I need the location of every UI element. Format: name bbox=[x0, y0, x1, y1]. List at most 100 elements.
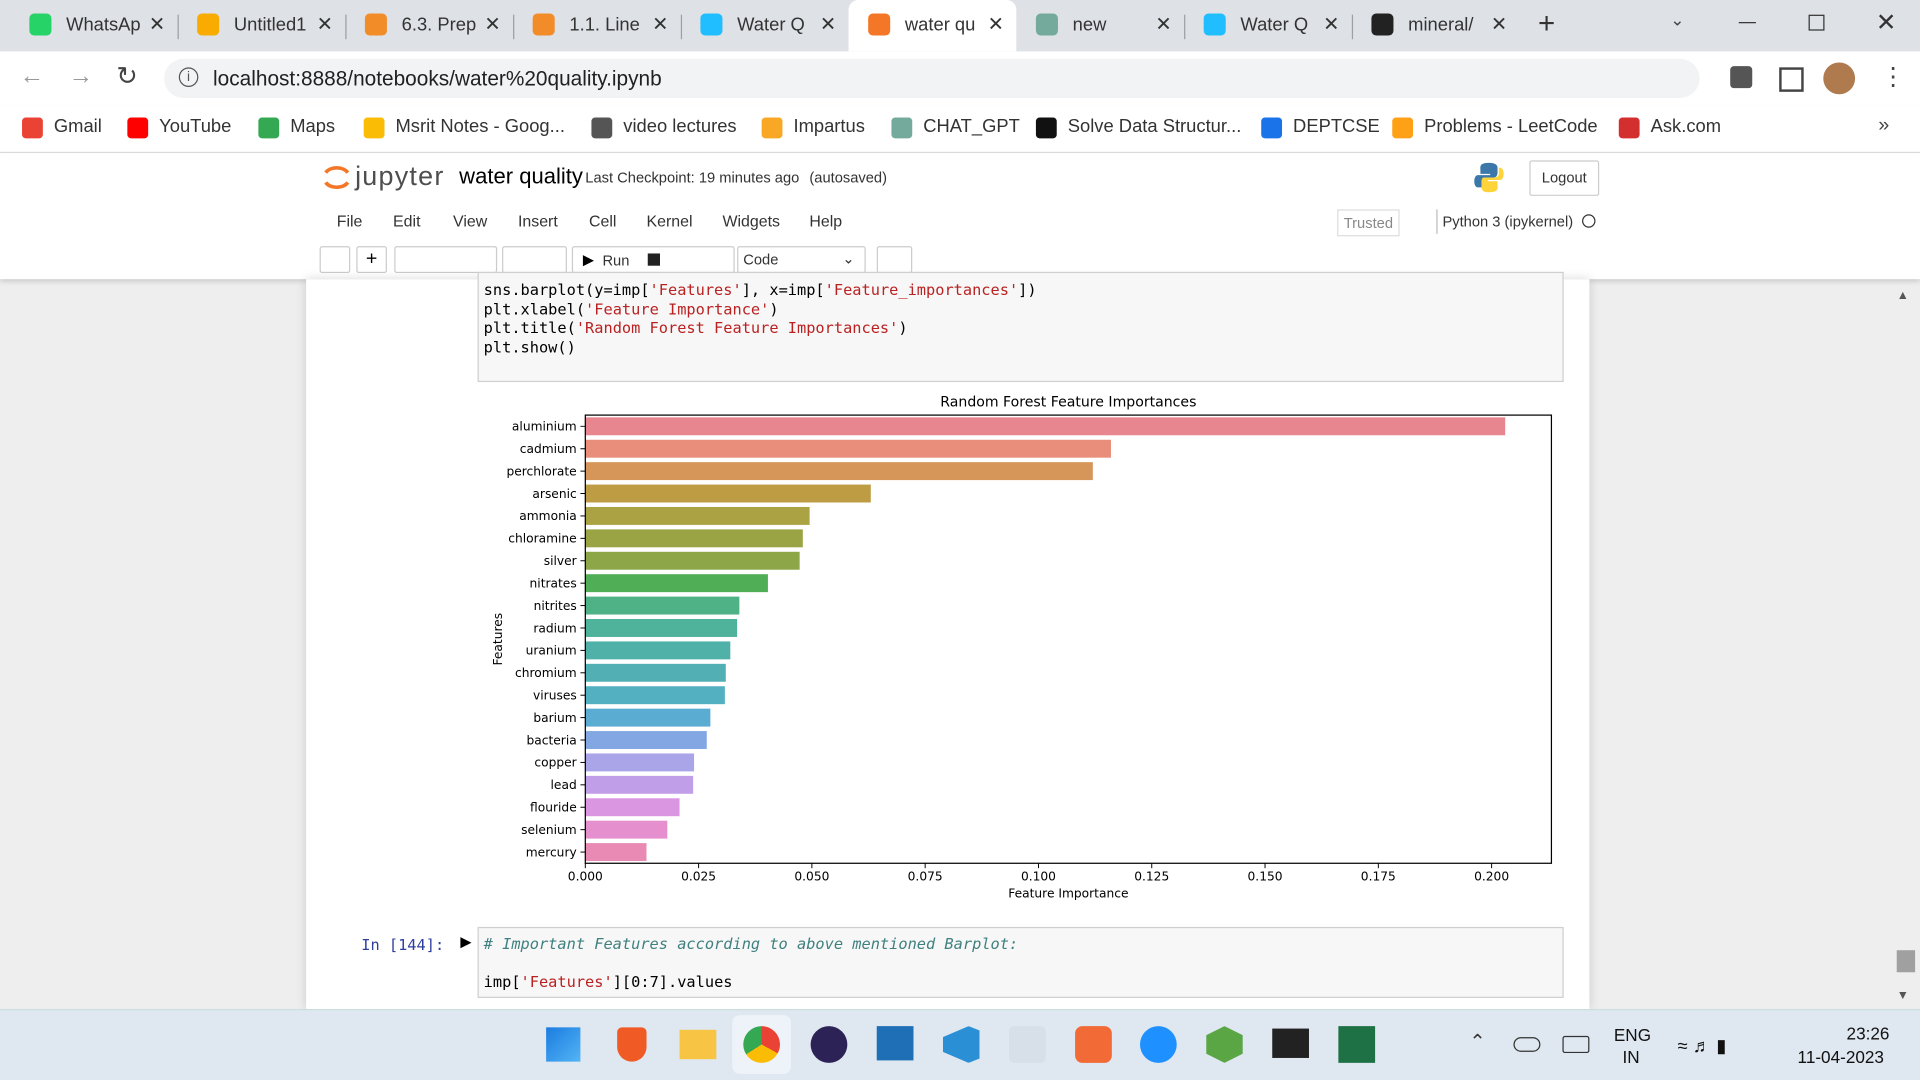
cell-collapse-icon[interactable]: ▶ bbox=[460, 933, 472, 951]
start-button[interactable] bbox=[546, 1027, 581, 1062]
browser-tab[interactable]: WhatsAp ✕ bbox=[10, 0, 178, 51]
tab-close[interactable]: ✕ bbox=[819, 14, 837, 36]
bookmark[interactable]: Solve Data Structur... bbox=[1035, 116, 1241, 139]
app-icon[interactable] bbox=[617, 1027, 647, 1062]
network-volume-battery[interactable]: ≈ ♬ ▮ bbox=[1677, 1035, 1727, 1057]
app-icon[interactable] bbox=[876, 1026, 914, 1061]
cell-type-select[interactable]: Code ⌄ bbox=[737, 246, 866, 274]
tab-close[interactable]: ✕ bbox=[652, 14, 669, 36]
browser-tab[interactable]: mineral/ ✕ bbox=[1352, 0, 1520, 51]
tab-close[interactable]: ✕ bbox=[1490, 14, 1508, 36]
menu-item[interactable]: Kernel bbox=[646, 211, 693, 231]
browser-tab[interactable]: Untitled1 ✕ bbox=[178, 0, 346, 51]
side-panel-icon[interactable] bbox=[1779, 67, 1804, 92]
input-region[interactable]: IN bbox=[1622, 1046, 1640, 1067]
more-bookmarks[interactable]: » bbox=[1878, 115, 1890, 136]
active-app[interactable] bbox=[732, 1015, 792, 1074]
tab-close[interactable]: ✕ bbox=[1323, 14, 1340, 36]
new-tab-button[interactable]: + bbox=[1537, 7, 1556, 41]
insert-cell-button[interactable]: + bbox=[356, 246, 387, 274]
bookmark[interactable]: CHAT_GPT bbox=[891, 116, 1020, 139]
menu-item[interactable]: Insert bbox=[517, 211, 558, 231]
tab-title: new bbox=[1072, 14, 1107, 36]
app-icon[interactable] bbox=[679, 1029, 717, 1060]
tab-close[interactable]: ✕ bbox=[148, 14, 166, 36]
app-icon[interactable] bbox=[810, 1026, 848, 1063]
omnibox[interactable]: i localhost:8888/notebooks/water%20quali… bbox=[164, 58, 1700, 98]
tab-close[interactable]: ✕ bbox=[316, 14, 334, 36]
run-group[interactable]: ▶ Run bbox=[571, 246, 735, 274]
menu-item[interactable]: View bbox=[453, 211, 488, 231]
browser-tab[interactable]: 1.1. Line ✕ bbox=[513, 0, 681, 51]
browser-tab[interactable]: water qu ✕ bbox=[848, 0, 1017, 52]
run-label[interactable]: Run bbox=[602, 252, 630, 270]
bookmark[interactable]: Maps bbox=[258, 116, 335, 139]
minimize[interactable] bbox=[1738, 22, 1756, 24]
app-icon[interactable] bbox=[1206, 1026, 1243, 1063]
restore[interactable] bbox=[1808, 14, 1825, 31]
chrome-menu[interactable]: ⋮ bbox=[1880, 63, 1906, 91]
code-token: 'Random Forest Feature Importances' bbox=[575, 318, 899, 337]
menu-item[interactable]: File bbox=[336, 211, 363, 231]
cut-copy-paste-group[interactable] bbox=[394, 246, 498, 274]
bookmark[interactable]: Msrit Notes - Goog... bbox=[363, 116, 565, 139]
bookmark[interactable]: Impartus bbox=[761, 116, 865, 139]
tab-close[interactable]: ✕ bbox=[1155, 14, 1172, 36]
bookmark[interactable]: video lectures bbox=[591, 116, 737, 139]
logout-button[interactable]: Logout bbox=[1529, 160, 1600, 196]
bookmark[interactable]: Ask.com bbox=[1618, 116, 1721, 139]
tab-close[interactable]: ✕ bbox=[987, 14, 1005, 36]
bookmark[interactable]: DEPTCSE bbox=[1261, 116, 1380, 139]
site-info-icon[interactable]: i bbox=[178, 67, 199, 87]
back-button[interactable]: ← bbox=[19, 62, 45, 90]
browser-tab[interactable]: Water Q ✕ bbox=[681, 0, 849, 51]
app-icon[interactable] bbox=[1075, 1026, 1112, 1063]
keyboard-icon[interactable] bbox=[1562, 1035, 1590, 1054]
scrollbar-thumb[interactable] bbox=[1896, 950, 1916, 973]
app-icon[interactable] bbox=[1140, 1026, 1177, 1063]
menu-item[interactable]: Widgets bbox=[722, 211, 780, 231]
tab-bar: + ⌄ ✕ WhatsAp ✕ Untitled1 ✕ 6.3. Prep ✕ 1.1. L… bbox=[0, 0, 1920, 52]
code-token: 'Feature Importance' bbox=[585, 299, 770, 318]
close-window[interactable]: ✕ bbox=[1875, 9, 1897, 37]
menu-item[interactable]: Cell bbox=[588, 211, 617, 231]
extensions-icon[interactable] bbox=[1730, 66, 1753, 89]
notebook-name[interactable]: water quality bbox=[459, 164, 583, 189]
move-cell-group[interactable] bbox=[502, 246, 567, 274]
bookmark[interactable]: Problems - LeetCode bbox=[1392, 116, 1598, 139]
forward-button[interactable]: → bbox=[68, 62, 94, 90]
scroll-up[interactable]: ▲ bbox=[1896, 288, 1909, 303]
code-cell[interactable]: # Important Features according to above … bbox=[477, 926, 1564, 998]
browser-tab[interactable]: 6.3. Prep ✕ bbox=[345, 0, 513, 51]
bookmark[interactable]: Gmail bbox=[22, 116, 102, 139]
app-icon[interactable] bbox=[1008, 1026, 1046, 1063]
onedrive-icon[interactable] bbox=[1513, 1037, 1541, 1052]
input-language[interactable]: ENG bbox=[1613, 1024, 1652, 1045]
app-icon[interactable] bbox=[1272, 1028, 1309, 1058]
browser-tab[interactable]: Water Q ✕ bbox=[1184, 0, 1352, 51]
clock-time[interactable]: 23:26 bbox=[1846, 1023, 1890, 1044]
app-icon[interactable] bbox=[1338, 1026, 1376, 1063]
command-palette-button[interactable] bbox=[876, 246, 913, 274]
reload-button[interactable]: ↻ bbox=[116, 62, 138, 91]
y-tick-label: aluminium bbox=[512, 420, 577, 434]
profile-avatar[interactable] bbox=[1823, 62, 1856, 95]
scroll-down[interactable]: ▼ bbox=[1896, 989, 1909, 1003]
trusted-indicator[interactable]: Trusted bbox=[1337, 209, 1400, 237]
tab-close[interactable]: ✕ bbox=[484, 14, 501, 36]
app-icon[interactable] bbox=[942, 1026, 980, 1063]
menu-item[interactable]: Help bbox=[809, 211, 843, 231]
interrupt-icon[interactable] bbox=[647, 253, 660, 266]
clock-date[interactable]: 11-04-2023 bbox=[1797, 1046, 1884, 1067]
code-cell[interactable]: sns.barplot(y=imp['Features'], x=imp['Fe… bbox=[477, 271, 1564, 383]
kernel-name[interactable]: Python 3 (ipykernel) bbox=[1442, 213, 1574, 231]
y-tick-label: bacteria bbox=[526, 733, 576, 747]
tab-search[interactable]: ⌄ bbox=[1670, 9, 1685, 30]
browser-tab[interactable]: new ✕ bbox=[1016, 0, 1184, 51]
bookmark[interactable]: YouTube bbox=[127, 116, 231, 139]
bar bbox=[585, 820, 668, 839]
jupyter-logo[interactable]: jupyter bbox=[355, 160, 445, 192]
tray-overflow[interactable]: ⌃ bbox=[1469, 1032, 1486, 1054]
menu-item[interactable]: Edit bbox=[393, 211, 421, 231]
save-button[interactable] bbox=[319, 246, 351, 274]
